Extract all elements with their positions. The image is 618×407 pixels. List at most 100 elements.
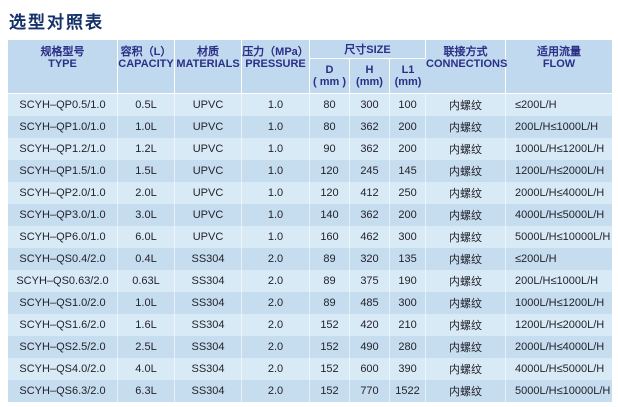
cell-capacity: 0.5L xyxy=(118,94,175,116)
cell-size-h: 462 xyxy=(350,226,390,248)
cell-pressure: 2.0 xyxy=(242,314,310,336)
cell-size-h: 600 xyxy=(350,358,390,380)
cell-size-d: 152 xyxy=(310,336,350,358)
cell-type: SCYH–QP2.0/1.0 xyxy=(8,182,118,204)
cell-type: SCYH–QP1.2/1.0 xyxy=(8,138,118,160)
cell-connection: 内螺纹 xyxy=(426,204,507,226)
cell-size-l1: 210 xyxy=(390,314,427,336)
cell-material: SS304 xyxy=(175,314,242,336)
cell-pressure: 2.0 xyxy=(242,248,310,270)
cell-capacity: 1.2L xyxy=(118,138,175,160)
cell-size-l1: 280 xyxy=(390,336,427,358)
cell-size-l1: 135 xyxy=(390,248,427,270)
header-flow: 适用流量 FLOW xyxy=(506,40,613,94)
cell-connection: 内螺纹 xyxy=(426,94,507,116)
table-row: SCYH–QS2.5/2.0 2.5L SS304 2.0 152 490 28… xyxy=(8,336,613,358)
cell-connection: 内螺纹 xyxy=(426,160,507,182)
cell-flow: ≤200L/H xyxy=(506,94,613,116)
cell-flow: 1000L/H≤1200L/H xyxy=(506,138,613,160)
cell-pressure: 1.0 xyxy=(242,160,310,182)
cell-size-h: 362 xyxy=(350,116,390,138)
cell-material: UPVC xyxy=(175,160,242,182)
table-row: SCYH–QS6.3/2.0 6.3L SS304 2.0 152 770 15… xyxy=(8,380,613,402)
cell-size-h: 375 xyxy=(350,270,390,292)
cell-pressure: 1.0 xyxy=(242,204,310,226)
cell-size-d: 90 xyxy=(310,138,350,160)
header-type: 规格型号 TYPE xyxy=(8,40,118,94)
cell-material: SS304 xyxy=(175,248,242,270)
cell-flow: 200L/H≤1000L/H xyxy=(506,270,613,292)
table-body: SCYH–QP0.5/1.0 0.5L UPVC 1.0 80 300 100 … xyxy=(8,94,613,402)
cell-size-d: 152 xyxy=(310,358,350,380)
cell-capacity: 0.4L xyxy=(118,248,175,270)
cell-connection: 内螺纹 xyxy=(426,270,507,292)
cell-size-h: 245 xyxy=(350,160,390,182)
cell-size-l1: 300 xyxy=(390,226,427,248)
cell-size-h: 485 xyxy=(350,292,390,314)
cell-size-d: 160 xyxy=(310,226,350,248)
cell-size-d: 152 xyxy=(310,314,350,336)
cell-size-d: 89 xyxy=(310,270,350,292)
cell-material: SS304 xyxy=(175,380,242,402)
cell-flow: 4000L/H≤5000L/H xyxy=(506,358,613,380)
cell-flow: 1200L/H≤2000L/H xyxy=(506,160,613,182)
cell-flow: 4000L/H≤5000L/H xyxy=(506,204,613,226)
cell-pressure: 2.0 xyxy=(242,380,310,402)
cell-size-l1: 200 xyxy=(390,116,427,138)
header-size-d: D ( mm ) xyxy=(310,59,350,94)
cell-size-l1: 390 xyxy=(390,358,427,380)
cell-connection: 内螺纹 xyxy=(426,116,507,138)
cell-flow: 2000L/H≤4000L/H xyxy=(506,182,613,204)
cell-connection: 内螺纹 xyxy=(426,314,507,336)
cell-type: SCYH–QP1.0/1.0 xyxy=(8,116,118,138)
cell-material: UPVC xyxy=(175,116,242,138)
cell-size-l1: 100 xyxy=(390,94,427,116)
cell-size-l1: 300 xyxy=(390,292,427,314)
cell-type: SCYH–QS1.0/2.0 xyxy=(8,292,118,314)
cell-material: UPVC xyxy=(175,138,242,160)
cell-size-h: 300 xyxy=(350,94,390,116)
cell-flow: 1000L/H≤1200L/H xyxy=(506,292,613,314)
cell-connection: 内螺纹 xyxy=(426,182,507,204)
cell-size-l1: 250 xyxy=(390,182,427,204)
cell-size-d: 89 xyxy=(310,292,350,314)
cell-connection: 内螺纹 xyxy=(426,248,507,270)
page-title: 选型对照表 xyxy=(9,13,104,32)
cell-type: SCYH–QS0.63/2.0 xyxy=(8,270,118,292)
cell-capacity: 1.6L xyxy=(118,314,175,336)
cell-capacity: 1.0L xyxy=(118,116,175,138)
cell-type: SCYH–QS1.6/2.0 xyxy=(8,314,118,336)
cell-size-l1: 145 xyxy=(390,160,427,182)
cell-capacity: 3.0L xyxy=(118,204,175,226)
cell-type: SCYH–QP6.0/1.0 xyxy=(8,226,118,248)
cell-type: SCYH–QP0.5/1.0 xyxy=(8,94,118,116)
table-row: SCYH–QP1.5/1.0 1.5L UPVC 1.0 120 245 145… xyxy=(8,160,613,182)
cell-size-h: 420 xyxy=(350,314,390,336)
header-pressure: 压力（MPa） PRESSURE xyxy=(242,40,310,94)
cell-material: SS304 xyxy=(175,336,242,358)
table-row: SCYH–QP0.5/1.0 0.5L UPVC 1.0 80 300 100 … xyxy=(8,94,613,116)
cell-material: UPVC xyxy=(175,94,242,116)
cell-capacity: 0.63L xyxy=(118,270,175,292)
cell-size-h: 412 xyxy=(350,182,390,204)
cell-material: UPVC xyxy=(175,204,242,226)
table-row: SCYH–QP2.0/1.0 2.0L UPVC 1.0 120 412 250… xyxy=(8,182,613,204)
cell-connection: 内螺纹 xyxy=(426,226,507,248)
cell-pressure: 2.0 xyxy=(242,270,310,292)
table-row: SCYH–QS0.4/2.0 0.4L SS304 2.0 89 320 135… xyxy=(8,248,613,270)
cell-size-h: 490 xyxy=(350,336,390,358)
cell-flow: 2000L/H≤4000L/H xyxy=(506,336,613,358)
cell-capacity: 6.3L xyxy=(118,380,175,402)
cell-capacity: 1.5L xyxy=(118,160,175,182)
cell-size-l1: 190 xyxy=(390,270,427,292)
cell-connection: 内螺纹 xyxy=(426,358,507,380)
table-row: SCYH–QP3.0/1.0 3.0L UPVC 1.0 140 362 200… xyxy=(8,204,613,226)
cell-capacity: 2.5L xyxy=(118,336,175,358)
cell-size-l1: 200 xyxy=(390,204,427,226)
cell-size-h: 362 xyxy=(350,138,390,160)
cell-type: SCYH–QS0.4/2.0 xyxy=(8,248,118,270)
cell-connection: 内螺纹 xyxy=(426,138,507,160)
table-row: SCYH–QP6.0/1.0 6.0L UPVC 1.0 160 462 300… xyxy=(8,226,613,248)
cell-size-d: 120 xyxy=(310,160,350,182)
cell-flow: 5000L/H≤10000L/H xyxy=(506,380,613,402)
